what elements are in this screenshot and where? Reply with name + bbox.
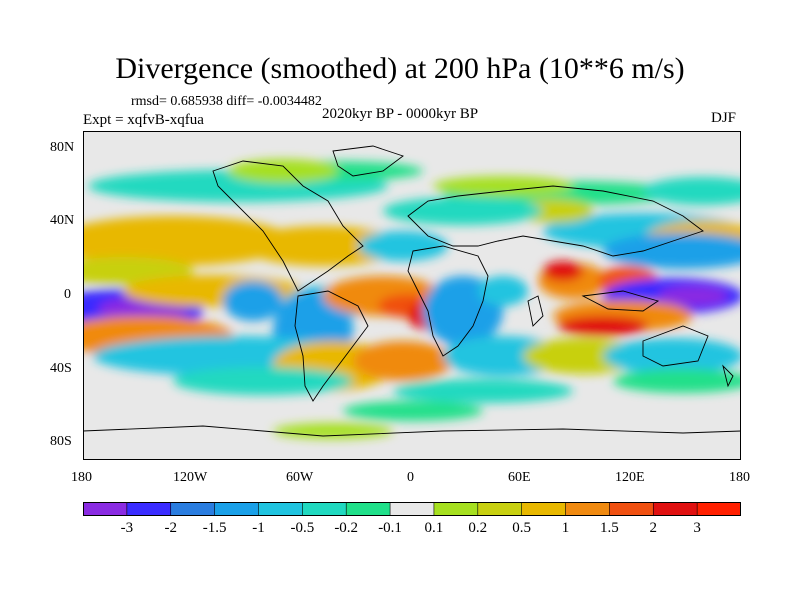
colorbar-label: -0.1: [378, 520, 402, 536]
lat-label-eq: 0: [64, 287, 71, 302]
colorbar-cell: [258, 502, 304, 516]
colorbar-label: 0.2: [468, 520, 488, 536]
colorbar-cell: [609, 502, 655, 516]
plot-title: Divergence (smoothed) at 200 hPa (10**6 …: [115, 52, 685, 85]
field-blobs: [83, 159, 741, 439]
lon-label-60e: 60E: [508, 470, 531, 485]
colorbar-cell: [652, 502, 698, 516]
season-label: DJF: [711, 110, 737, 126]
colorbar-cell: [126, 502, 172, 516]
lat-label-80n: 80N: [50, 140, 75, 155]
colorbar-label: -1.5: [202, 520, 227, 536]
colorbar-cell: [477, 502, 523, 516]
map-canvas: [83, 131, 741, 460]
colorbar-label: -3: [120, 520, 134, 536]
colorbar-cell: [345, 502, 391, 516]
colorbar-label: 3: [693, 520, 701, 536]
colorbar-cell: [696, 502, 741, 516]
colorbar-label: -0.2: [334, 520, 359, 536]
lon-label-180w: 180: [71, 470, 92, 485]
lat-label-40s: 40S: [50, 361, 72, 376]
lon-label-60w: 60W: [286, 470, 314, 485]
colorbar-label: 0.1: [424, 520, 444, 536]
colorbar-cell: [83, 502, 128, 516]
colorbar-cell: [433, 502, 479, 516]
colorbar-label: 1: [561, 520, 570, 536]
colorbar-cell: [214, 502, 260, 516]
colorbar-cell: [389, 502, 435, 516]
colorbar-label: -1: [252, 520, 265, 536]
lon-label-0: 0: [407, 470, 414, 485]
lat-label-40n: 40N: [50, 213, 75, 228]
colorbar-cell: [170, 502, 216, 516]
lat-label-80s: 80S: [50, 434, 72, 449]
colorbar-cell: [521, 502, 567, 516]
rmsd-stats: rmsd= 0.685938 diff= -0.0034482: [131, 94, 322, 109]
period-label: 2020kyr BP - 0000kyr BP: [322, 106, 479, 122]
lon-label-180e: 180: [729, 470, 750, 485]
divergence-map: [83, 131, 741, 460]
colorbar-label: 1.5: [600, 520, 619, 536]
experiment-label: Expt = xqfvB-xqfua: [83, 112, 204, 128]
lon-label-120w: 120W: [173, 470, 208, 485]
colorbar: [83, 502, 741, 516]
colorbar-label: 2: [649, 520, 658, 536]
colorbar-cell: [302, 502, 348, 516]
colorbar-label: 0.5: [512, 520, 532, 536]
colorbar-cell: [565, 502, 611, 516]
lon-label-120e: 120E: [615, 470, 645, 485]
colorbar-label: -2: [164, 520, 177, 536]
colorbar-label: -0.5: [290, 520, 315, 536]
coastlines: [83, 145, 741, 437]
